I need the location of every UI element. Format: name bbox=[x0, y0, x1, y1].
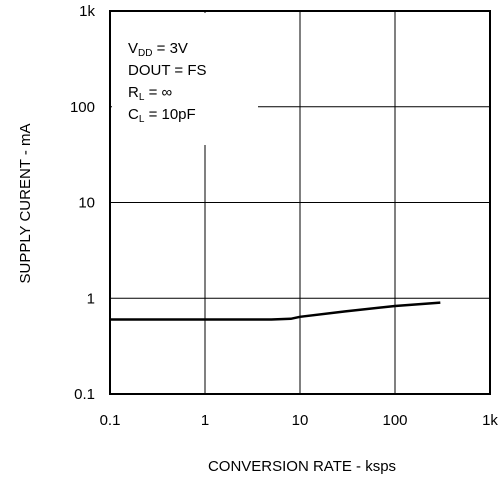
x-tick-label: 100 bbox=[382, 412, 407, 429]
y-tick-label: 100 bbox=[70, 99, 95, 116]
conditions-annotation: VDD = 3V DOUT = FS RL = ∞ CL = 10pF bbox=[112, 13, 258, 145]
condition-line: RL = ∞ bbox=[128, 84, 173, 103]
series-layer bbox=[110, 301, 441, 321]
x-tick-label: 0.1 bbox=[100, 412, 121, 429]
y-tick-label: 1k bbox=[79, 3, 95, 20]
tick-labels: 0.1 1 10 100 1k 0.1 1 10 100 1k bbox=[70, 3, 498, 429]
x-tick-label: 1k bbox=[482, 412, 498, 429]
condition-line: DOUT = FS bbox=[128, 62, 207, 79]
annotation-background bbox=[112, 13, 258, 145]
condition-line: VDD = 3V bbox=[128, 40, 188, 59]
x-tick-label: 10 bbox=[292, 412, 309, 429]
x-tick-label: 1 bbox=[201, 412, 209, 429]
y-axis-title: SUPPLY CURENT - mA bbox=[17, 123, 34, 283]
plot-frame bbox=[109, 10, 491, 395]
x-axis-title: CONVERSION RATE - ksps bbox=[208, 458, 396, 475]
y-tick-label: 0.1 bbox=[74, 386, 95, 403]
supply-current-line bbox=[110, 301, 441, 321]
y-tick-label: 10 bbox=[78, 195, 95, 212]
condition-line: CL = 10pF bbox=[128, 106, 196, 125]
y-tick-label: 1 bbox=[87, 290, 95, 307]
